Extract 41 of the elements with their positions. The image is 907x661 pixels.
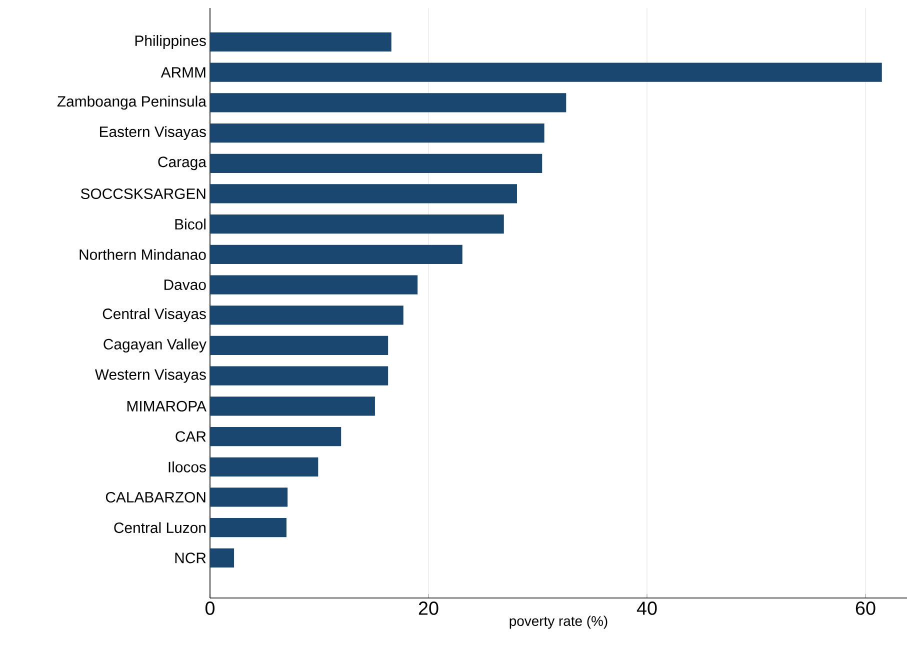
bar xyxy=(210,336,388,356)
y-tick-label: Northern Mindanao xyxy=(80,248,206,260)
x-axis-title: poverty rate (%) xyxy=(510,616,608,629)
y-tick-label: ARMM xyxy=(160,67,206,78)
y-tick-label: CAR xyxy=(176,431,206,442)
y-tick-label: Davao xyxy=(164,280,206,290)
y-tick-label: Eastern Visayas xyxy=(100,126,206,140)
bar xyxy=(210,426,342,446)
bar xyxy=(210,488,288,507)
bar xyxy=(210,184,517,204)
bar xyxy=(210,275,418,294)
bar xyxy=(210,32,392,52)
y-tick-label: Central Visayas xyxy=(102,308,206,322)
bar xyxy=(210,93,566,112)
bar xyxy=(210,214,504,234)
bar xyxy=(210,306,404,325)
x-tick-label: 60 xyxy=(856,602,876,615)
bar xyxy=(210,518,286,538)
bar xyxy=(210,62,882,82)
y-tick-label: Cagayan Valley xyxy=(104,338,206,352)
y-tick-label: Central Luzon xyxy=(114,522,206,534)
y-tick-label: Caraga xyxy=(158,156,206,170)
y-tick-label: Western Visayas xyxy=(94,368,206,383)
y-tick-label: Bicol xyxy=(175,218,206,230)
bar xyxy=(210,244,462,264)
y-tick-label: Ilocos xyxy=(168,461,206,472)
y-tick-label: NCR xyxy=(175,552,206,564)
y-tick-label: SOCCSKSARGEN xyxy=(80,188,206,200)
x-tick-label: 40 xyxy=(636,602,657,615)
bar xyxy=(210,396,375,416)
bar xyxy=(210,154,542,173)
y-tick-label: MIMAROPA xyxy=(127,400,206,412)
y-tick-label: CALABARZON xyxy=(106,492,206,503)
bar xyxy=(210,123,544,143)
bar xyxy=(210,548,234,568)
x-tick-label: 20 xyxy=(418,602,438,615)
x-tick-label: 0 xyxy=(205,602,215,615)
bar xyxy=(210,366,388,386)
bar xyxy=(210,457,318,476)
y-tick-label: Philippines xyxy=(135,35,206,49)
y-tick-label: Zamboanga Peninsula xyxy=(57,96,206,110)
